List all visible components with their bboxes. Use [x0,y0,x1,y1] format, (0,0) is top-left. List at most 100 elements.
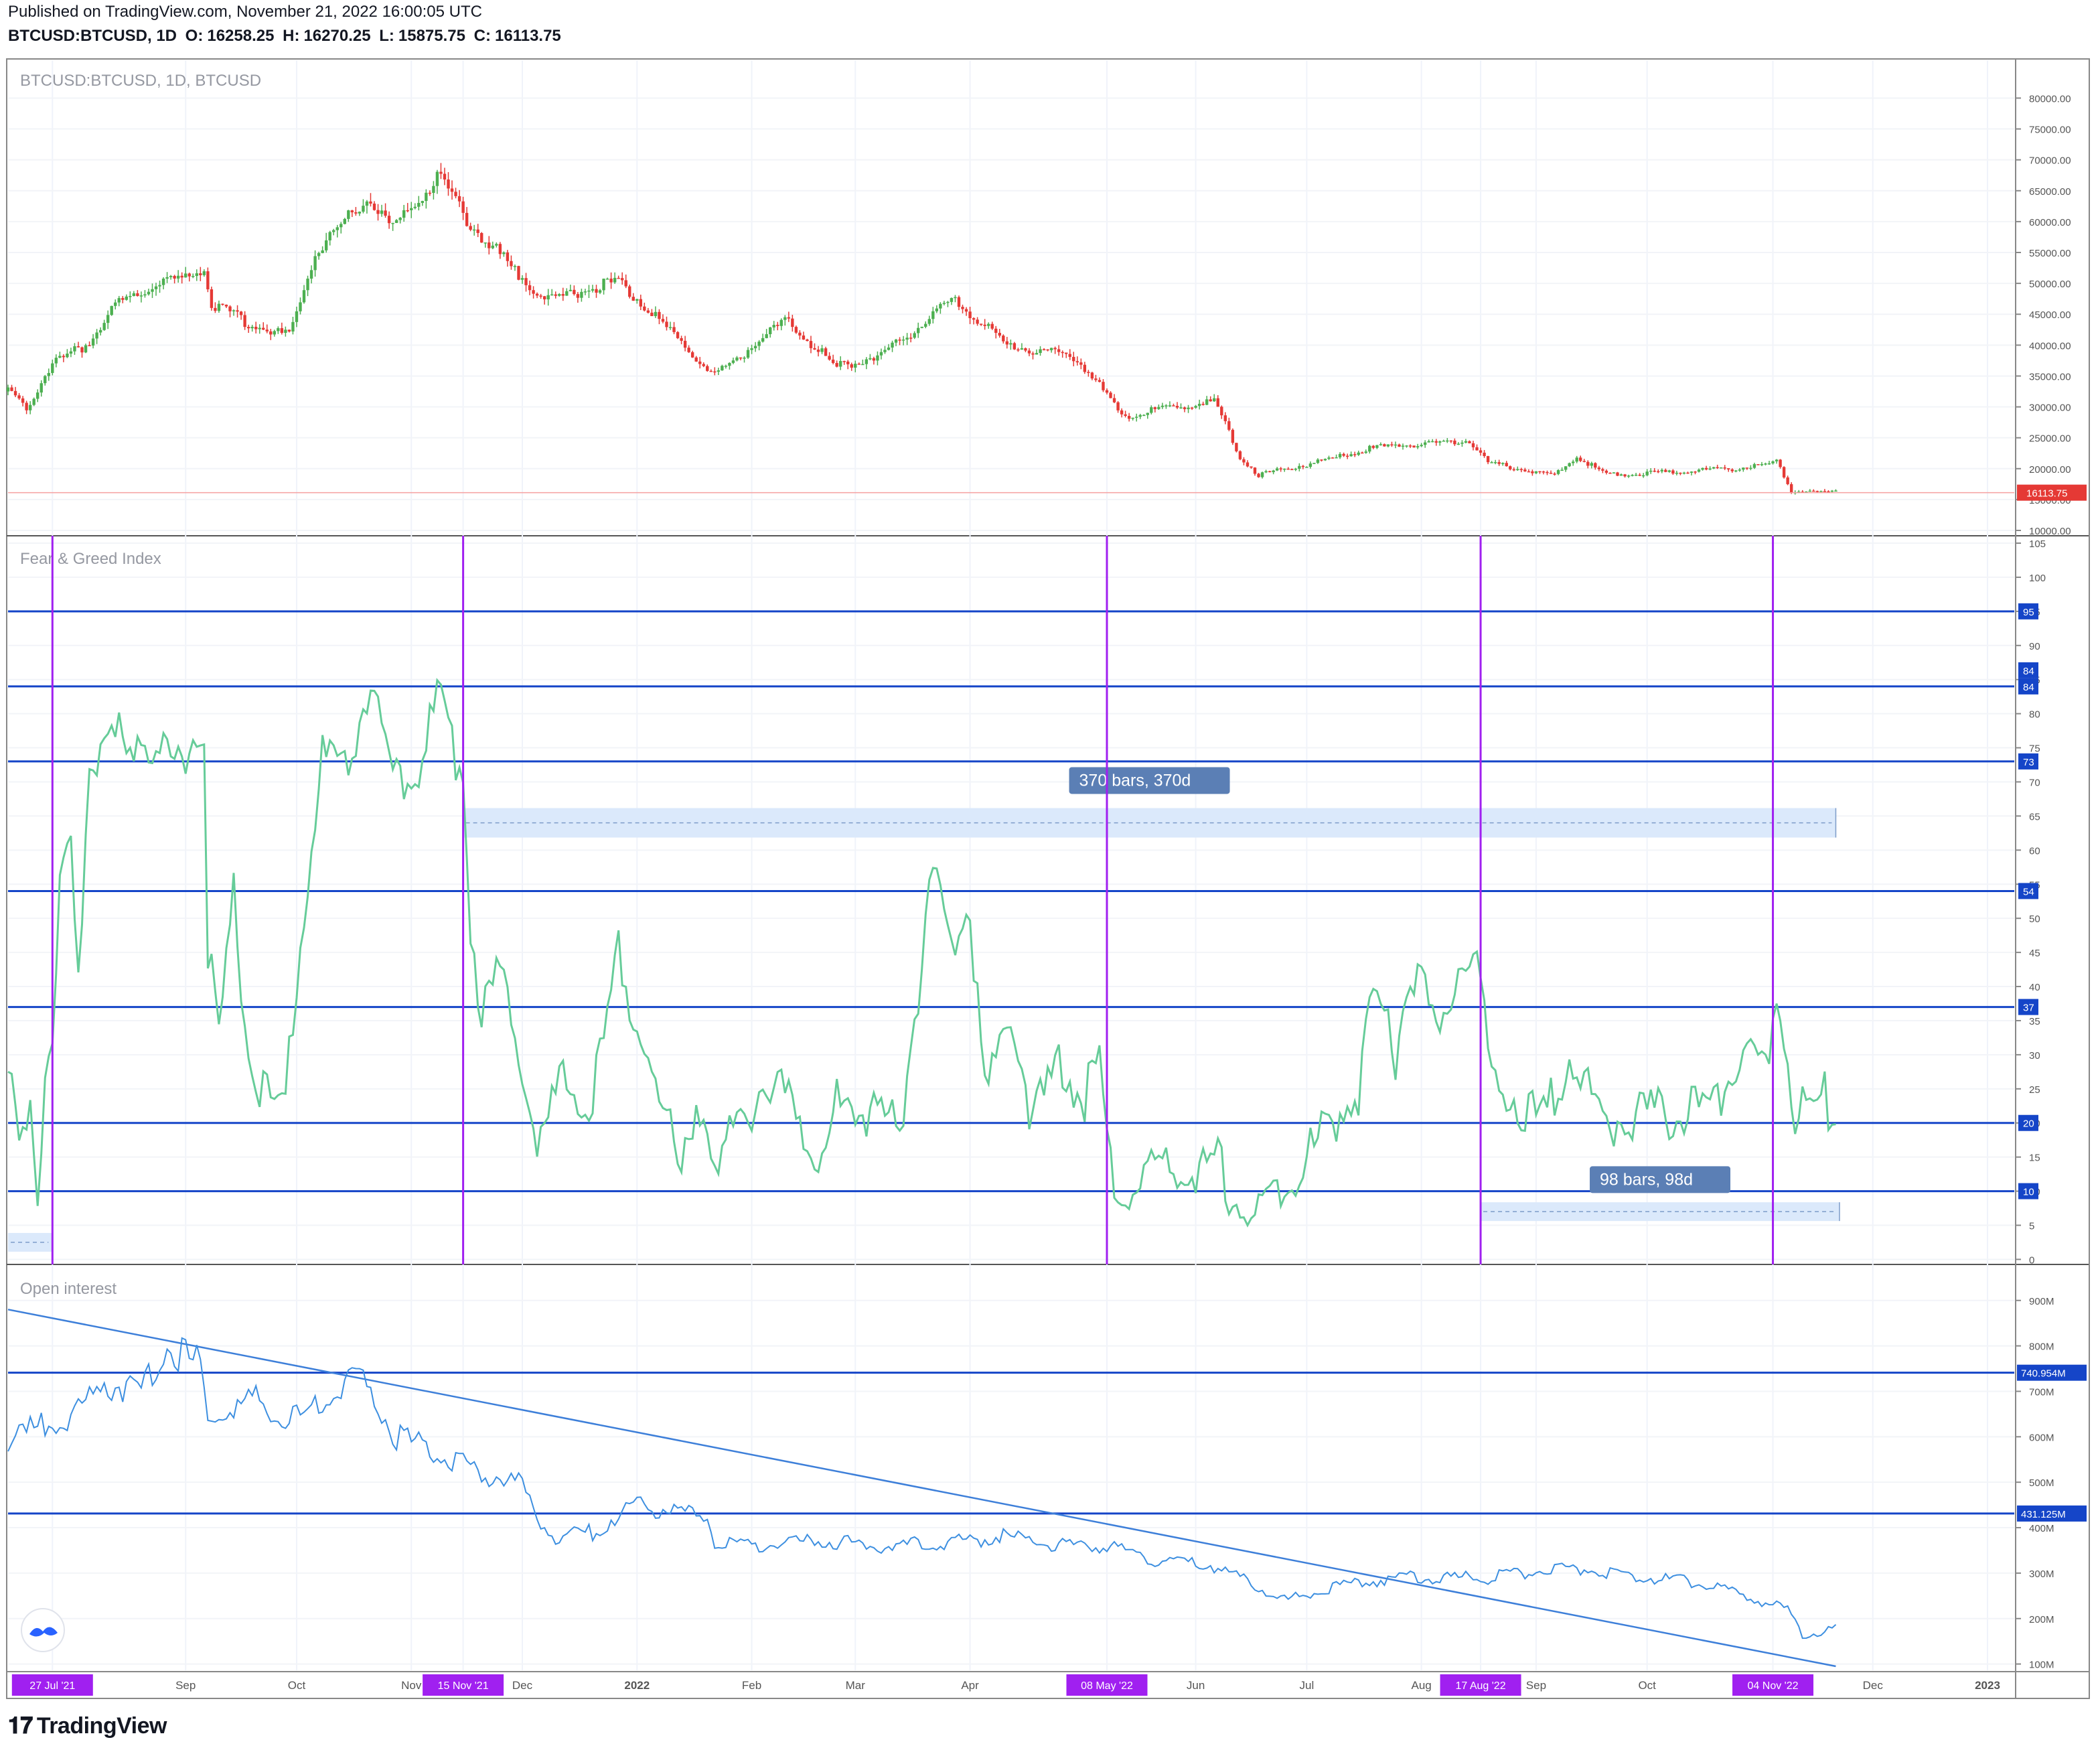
candle [280,327,284,334]
candle [520,278,524,280]
brand-text: TradingView [36,1713,167,1739]
candle [495,244,498,246]
candle [398,218,402,220]
candle [968,311,972,319]
time-axis-label: Feb [742,1679,761,1692]
candle [62,356,66,358]
candle [1594,463,1597,468]
candle [927,319,931,324]
candle [1509,466,1512,469]
oi-tick-label: 400M [2029,1523,2054,1534]
candle [406,210,409,212]
candle [1590,463,1593,466]
candle [791,318,794,327]
price-tick-label: 30000.00 [2029,403,2071,414]
candle [1534,471,1538,473]
candle [513,266,517,267]
candle [1327,457,1331,459]
candle [838,361,842,367]
candle [706,366,709,371]
oi-series-line [7,1337,1837,1639]
candle [587,290,591,292]
candle [295,311,299,322]
candle [550,294,554,296]
candle [658,311,661,319]
candle [806,339,809,342]
candle [1250,466,1253,468]
candle [1523,469,1527,471]
candle [1253,467,1257,474]
candle [1320,459,1323,461]
time-axis-label: Sep [1526,1679,1546,1692]
fgi-level-badge [2018,999,2038,1015]
candle [454,192,457,196]
candle [1764,463,1767,465]
candle [1102,382,1105,390]
candle [73,346,76,352]
candle [1375,445,1379,448]
candle [1227,421,1231,430]
candle [1575,457,1578,462]
candle [1335,457,1338,459]
oi-pane-title: Open interest [20,1280,117,1298]
candle [284,330,287,334]
candle [410,208,413,210]
candle [439,171,443,174]
candle [498,244,502,254]
candle [394,220,398,223]
range-box [463,808,1836,838]
candle [469,226,472,230]
candle [913,333,916,338]
candle [935,308,939,311]
candle [954,297,957,299]
candle [158,285,161,287]
candle [1368,445,1371,452]
tradingview-brand[interactable]: 𝟏𝟕 TradingView [8,1713,167,1739]
candle [698,361,702,364]
time-axis-label: 2022 [624,1679,650,1692]
candle [1298,465,1301,469]
candle [1505,463,1508,467]
candle [687,348,690,352]
candle [309,270,313,279]
candle [1797,492,1801,493]
candle [1641,475,1645,477]
candle [1779,459,1782,467]
candle [561,294,565,296]
candle [1260,472,1264,478]
candle [129,295,132,297]
price-pane-title: BTCUSD:BTCUSD, 1D, BTCUSD [20,72,261,90]
candle [643,306,646,311]
range-label: 370 bars, 370d [1079,771,1191,790]
candle [36,392,40,399]
time-marker-badge [1440,1674,1521,1696]
candle [1168,405,1172,407]
candle [151,289,154,292]
candle [580,291,583,298]
candle [1098,380,1102,382]
candle [176,275,180,279]
candle [332,230,335,232]
candle [1704,467,1708,470]
candle [1231,429,1235,443]
candle [598,290,602,293]
candle [979,323,983,325]
candle [188,273,191,277]
candle [1031,353,1035,355]
fgi-tick-label: 65 [2029,811,2040,822]
candle [957,297,961,307]
candle [1308,463,1312,467]
candle [972,318,976,320]
candle [1146,413,1149,415]
candle [302,290,306,303]
oi-tick-label: 700M [2029,1386,2054,1398]
candle [54,358,58,364]
candle [746,350,750,358]
fgi-level-label: 84 [2023,682,2034,693]
candle [1294,468,1297,470]
cloud-icon [29,1627,58,1637]
candle [1619,474,1623,476]
candle [1394,444,1398,446]
candle [210,289,214,308]
